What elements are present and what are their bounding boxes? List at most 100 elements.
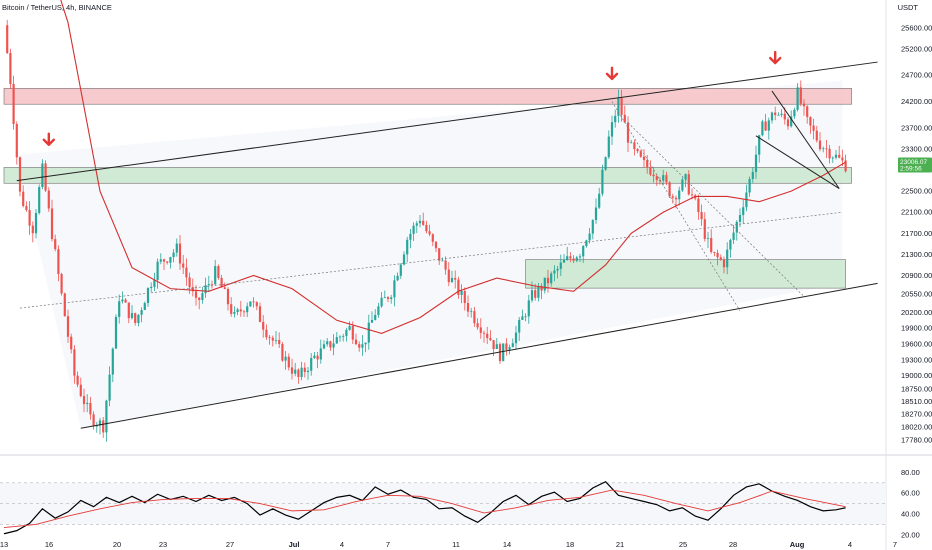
candle-up: [306, 370, 310, 373]
candle-down: [217, 266, 220, 278]
candle-down: [838, 154, 841, 158]
candle-up: [284, 356, 287, 361]
candle-down: [690, 194, 694, 196]
candle-up: [790, 116, 793, 127]
price-tick-label: 24700.00: [901, 71, 932, 80]
candle-down: [66, 316, 70, 337]
x-axis-tick-label: 11: [452, 540, 460, 549]
candle-down: [134, 313, 137, 323]
candle-down: [50, 208, 54, 240]
candle-up: [582, 246, 585, 257]
candle-up: [207, 284, 210, 286]
candle-up: [214, 266, 217, 285]
support-zone-2: [525, 259, 846, 289]
candle-down: [809, 116, 812, 126]
candle-up: [793, 109, 796, 117]
price-tick-label: 19300.00: [901, 355, 932, 364]
candle-up: [630, 142, 633, 144]
price-tick-label: 18020.00: [901, 423, 932, 432]
candle-up: [450, 277, 454, 283]
candle-up: [332, 343, 335, 348]
candle-up: [521, 316, 524, 320]
rsi-tick-label: 20.00: [901, 530, 920, 539]
candle-up: [294, 369, 297, 374]
candle-up: [236, 309, 239, 313]
candle-up: [137, 314, 140, 323]
candle-down: [166, 261, 169, 263]
candle-up: [508, 347, 511, 350]
support-zone-1: [3, 167, 852, 184]
candle-down: [815, 130, 818, 141]
candle-down: [425, 224, 428, 232]
candle-up: [524, 316, 527, 318]
price-tick-label: 18750.00: [901, 384, 932, 393]
candle-up: [578, 256, 582, 258]
candle-up: [319, 348, 322, 360]
candle-down: [316, 355, 319, 360]
candle-down: [687, 174, 690, 195]
candle-up: [751, 171, 754, 179]
candle-down: [182, 263, 185, 268]
resistance-zone-0: [3, 88, 852, 105]
candle-down: [719, 257, 722, 260]
candle-up: [591, 220, 594, 234]
candle-up: [748, 178, 751, 193]
currency-label: USDT: [897, 3, 918, 12]
candle-up: [204, 285, 207, 294]
symbol-title: Bitcoin / TetherUS, 4h, BINANCE: [2, 3, 112, 12]
candle-up: [393, 280, 396, 298]
candle-up: [470, 311, 473, 312]
candle-down: [255, 302, 258, 307]
candle-up: [777, 114, 780, 116]
candle-down: [9, 52, 12, 85]
candle-up: [684, 174, 687, 180]
candle-down: [57, 249, 60, 275]
candle-down: [188, 277, 191, 288]
candle-down: [297, 369, 300, 378]
candle-up: [758, 135, 761, 155]
candle-down: [444, 260, 447, 270]
rsi-tick-label: 40.00: [901, 510, 920, 519]
candle-up: [342, 336, 345, 337]
candle-down: [162, 259, 166, 262]
candle-down: [479, 327, 482, 333]
candle-down: [841, 157, 844, 161]
down-arrow-icon: [42, 132, 55, 146]
candle-up: [108, 374, 111, 401]
candle-up: [383, 297, 386, 299]
candle-up: [415, 223, 418, 226]
candle-down: [329, 341, 332, 348]
candle-up: [98, 420, 102, 426]
candle-up: [822, 148, 825, 150]
candle-up: [313, 355, 316, 359]
candle-down: [764, 121, 767, 131]
candle-down: [473, 311, 476, 324]
candle-down: [262, 321, 265, 330]
rsi-line: [3, 481, 846, 535]
candle-down: [655, 176, 658, 181]
candle-down: [665, 175, 668, 183]
x-axis-tick-label: 18: [566, 540, 574, 549]
candle-up: [742, 207, 745, 216]
candle-up: [735, 221, 738, 233]
candle-down: [774, 112, 777, 115]
candle-down: [252, 301, 255, 303]
candle-up: [377, 306, 380, 315]
current-price-countdown: 2:59:56: [900, 165, 922, 172]
candle-up: [604, 157, 607, 170]
candle-up: [367, 322, 370, 343]
candle-down: [633, 142, 636, 150]
candle-up: [370, 319, 374, 323]
price-tick-label: 21700.00: [901, 229, 932, 238]
price-tick-label: 22100.00: [901, 208, 932, 217]
candle-up: [559, 262, 562, 269]
down-arrow-icon: [769, 50, 782, 65]
candle-down: [540, 286, 543, 291]
x-axis-tick-label: 4: [848, 540, 852, 549]
candle-up: [153, 279, 156, 287]
candle-up: [172, 252, 175, 258]
candle-down: [290, 367, 294, 374]
price-tick-label: 20550.00: [901, 289, 932, 298]
candle-down: [674, 197, 678, 200]
